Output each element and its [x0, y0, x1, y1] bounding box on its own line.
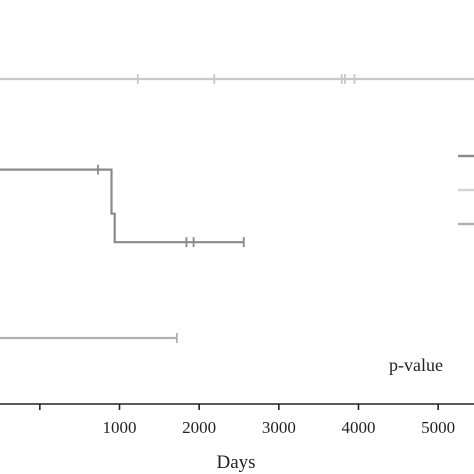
p-value-annotation: p-value — [389, 355, 443, 375]
survival-curve-2 — [0, 168, 244, 244]
x-tick-label: 5000 — [421, 418, 455, 437]
x-tick-label: 4000 — [341, 418, 375, 437]
x-tick-label: 1000 — [102, 418, 136, 437]
series-layer — [0, 73, 474, 343]
legend — [458, 154, 474, 226]
x-axis-label: Days — [216, 452, 255, 473]
x-tick-label: 3000 — [262, 418, 296, 437]
x-tick-label: 2000 — [182, 418, 216, 437]
x-axis: 1000 2000 3000 4000 5000 — [0, 403, 474, 437]
